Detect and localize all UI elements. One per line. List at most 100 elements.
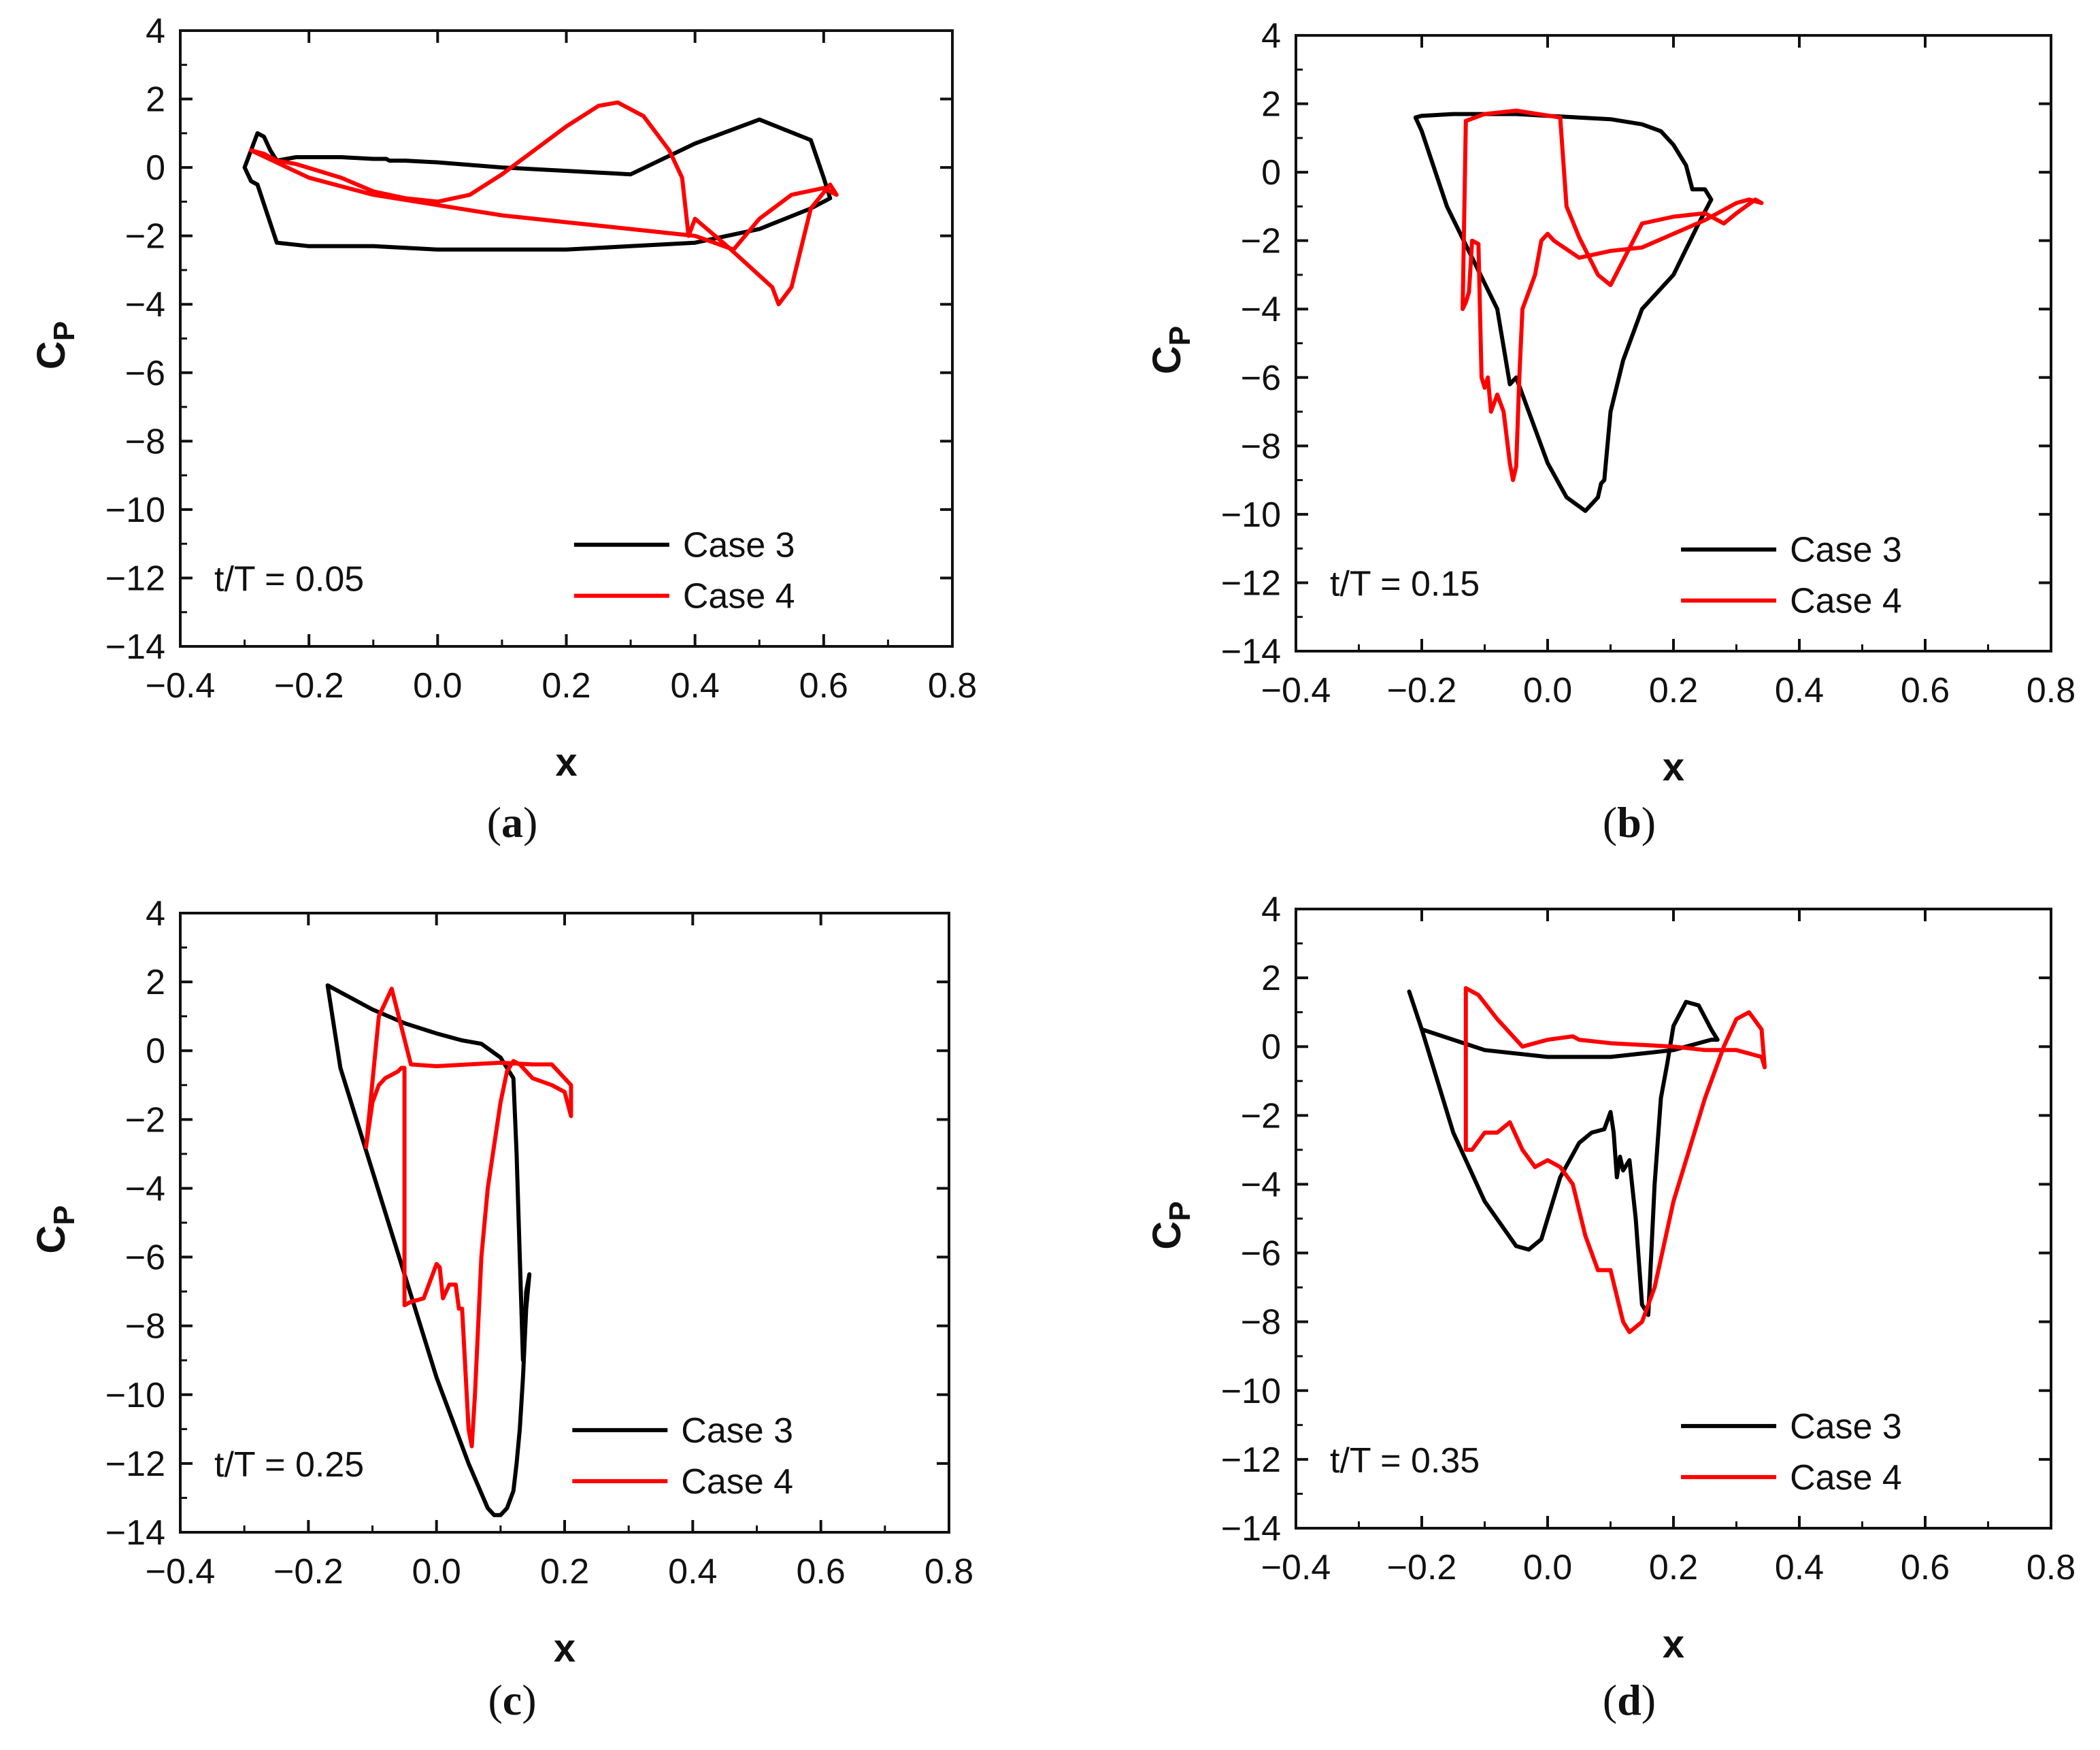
x-tick-label: −0.4: [146, 1552, 216, 1591]
legend-label: Case 4: [683, 577, 795, 616]
caption-open-paren: (: [1603, 798, 1617, 846]
x-tick-label: 0.4: [1775, 1548, 1824, 1587]
y-tick-label: −8: [1241, 427, 1281, 466]
y-tick-label: −12: [105, 1444, 165, 1484]
x-tick-label: 0.8: [2027, 671, 2076, 710]
x-tick-label: 0.4: [668, 1552, 717, 1591]
y-axis-title: CP: [1145, 1201, 1197, 1249]
x-tick-label: −0.2: [273, 1552, 344, 1591]
y-axis-title: CP: [1145, 326, 1197, 374]
y-tick-label: −12: [105, 559, 165, 598]
x-tick-label: −0.2: [1387, 671, 1457, 710]
y-tick-label: −10: [1221, 495, 1281, 535]
x-tick-label: 0.0: [412, 1552, 461, 1591]
y-tick-label: 4: [1261, 16, 1281, 56]
caption-open-paren: (: [488, 1676, 502, 1724]
time-annotation: t/T = 0.35: [1330, 1441, 1480, 1481]
plot-frame: [179, 29, 954, 648]
panel-caption: (a): [487, 798, 538, 846]
y-tick-label: −10: [1221, 1372, 1281, 1411]
legend-label: Case 3: [1790, 531, 1902, 570]
plot-frame: [1295, 34, 2052, 653]
legend-label: Case 4: [1790, 582, 1902, 621]
x-tick-label: 0.8: [928, 666, 977, 706]
y-tick-label: 0: [146, 148, 165, 188]
y-tick-label: 2: [146, 80, 165, 120]
x-tick-label: 0.0: [1523, 1548, 1572, 1587]
time-annotation: t/T = 0.25: [214, 1445, 364, 1485]
x-tick-label: 0.2: [540, 1552, 589, 1591]
series-line-case-3: [1407, 989, 1720, 1317]
x-tick-label: 0.6: [1901, 1548, 1950, 1587]
y-tick-label: 4: [146, 894, 165, 934]
x-axis-title: x: [555, 740, 577, 785]
caption-letter: c: [503, 1676, 522, 1724]
x-tick-label: 0.0: [1523, 671, 1572, 710]
y-tick-label: −10: [105, 1376, 165, 1415]
x-tick-label: −0.4: [1261, 671, 1331, 710]
y-tick-label: −8: [1241, 1303, 1281, 1342]
caption-close-paren: ): [523, 798, 537, 846]
y-tick-label: −4: [125, 285, 165, 325]
y-tick-label: −6: [125, 1238, 165, 1278]
x-axis-title: x: [1663, 745, 1684, 789]
y-tick-label: 2: [1261, 85, 1281, 125]
y-axis-title: CP: [29, 1205, 81, 1253]
caption-open-paren: (: [1603, 1676, 1617, 1724]
y-axis-title-main: C: [29, 1225, 73, 1254]
y-tick-label: −2: [1241, 222, 1281, 261]
x-tick-label: 0.8: [924, 1552, 973, 1591]
legend-label: Case 4: [681, 1462, 793, 1502]
x-tick-label: 0.2: [1649, 1548, 1698, 1587]
y-tick-label: −6: [1241, 359, 1281, 398]
y-tick-label: −14: [105, 627, 165, 667]
y-tick-label: −2: [125, 217, 165, 257]
x-tick-label: 0.6: [799, 666, 848, 706]
y-tick-label: −14: [1221, 1509, 1281, 1549]
legend-label: Case 3: [1790, 1407, 1902, 1447]
x-tick-label: 0.6: [797, 1552, 846, 1591]
series-line-case-3: [242, 117, 833, 252]
series-line-case-4: [1461, 108, 1764, 482]
panel-caption: (c): [488, 1676, 536, 1724]
legend-label: Case 3: [681, 1411, 793, 1451]
x-tick-label: 0.6: [1901, 671, 1950, 710]
y-tick-label: −8: [125, 422, 165, 461]
x-tick-label: −0.2: [1387, 1548, 1457, 1587]
x-tick-label: −0.4: [146, 666, 216, 706]
x-tick-label: 0.2: [1649, 671, 1698, 710]
series-line-case-4: [249, 100, 839, 307]
caption-open-paren: (: [487, 798, 501, 846]
time-annotation: t/T = 0.15: [1330, 565, 1480, 604]
y-tick-label: −4: [125, 1169, 165, 1208]
x-tick-label: 0.0: [413, 666, 462, 706]
y-tick-label: 0: [1261, 153, 1281, 193]
y-tick-label: −14: [105, 1513, 165, 1553]
x-axis-title: x: [1663, 1622, 1684, 1666]
y-axis-title-sub: P: [48, 321, 81, 341]
y-tick-label: 0: [146, 1031, 165, 1071]
y-tick-label: −2: [125, 1100, 165, 1140]
y-axis-title: CP: [29, 321, 81, 369]
chart-panel-a: −0.4 −0.2 0.0 0.2 0.4 0.6 0.8 4 2 0 −2 −4 −6 −8 −10 −12…: [29, 12, 977, 846]
y-tick-label: −4: [1241, 1165, 1281, 1204]
caption-close-paren: ): [1641, 798, 1656, 846]
y-tick-label: −12: [1221, 563, 1281, 603]
caption-close-paren: ): [1641, 1676, 1656, 1724]
y-tick-label: −6: [1241, 1234, 1281, 1274]
legend-label: Case 3: [683, 526, 795, 565]
x-tick-label: 0.4: [671, 666, 720, 706]
series-line-case-4: [1463, 986, 1767, 1334]
x-tick-label: 0.8: [2027, 1548, 2076, 1587]
caption-letter: a: [501, 798, 523, 846]
y-tick-label: −6: [125, 354, 165, 393]
panel-caption: (b): [1603, 798, 1656, 846]
y-tick-label: −10: [105, 491, 165, 530]
x-tick-label: −0.2: [274, 666, 344, 706]
caption-letter: b: [1617, 798, 1641, 846]
series-line-case-3: [1413, 112, 1714, 513]
y-axis-title-main: C: [1145, 1221, 1189, 1250]
chart-panel-c: −0.4 −0.2 0.0 0.2 0.4 0.6 0.8 4 2 0 −2 −4 −6 −8 −10 −12…: [29, 894, 973, 1724]
chart-panel-b: −0.4 −0.2 0.0 0.2 0.4 0.6 0.8 4 2 0 −2 −4 −6 −8 −10 −12…: [1145, 16, 2076, 846]
